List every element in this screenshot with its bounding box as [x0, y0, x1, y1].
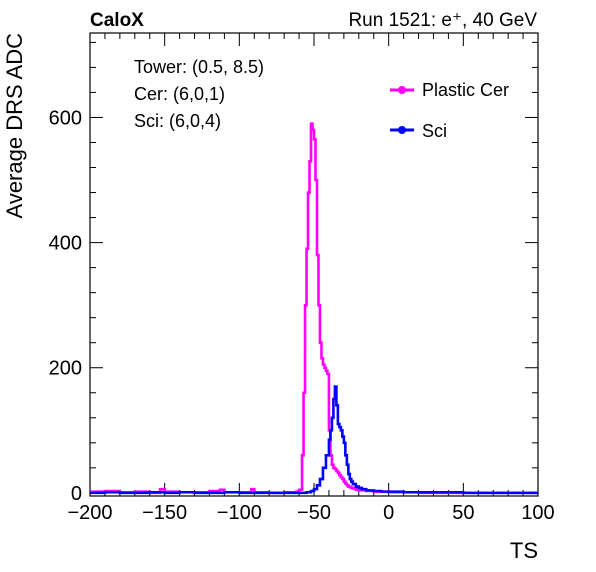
legend-entry-sci: Sci	[390, 121, 447, 141]
legend-marker-plastic-cer	[398, 86, 406, 94]
info-sci: Sci: (6,0,4)	[134, 111, 221, 131]
y-axis-title: Average DRS ADC	[2, 33, 27, 219]
axis-tick-labels: −200 −150 −100 −50 0 50 100 0 200 400 600	[49, 107, 555, 524]
x-tick-label: 0	[383, 502, 394, 524]
x-tick-label: −150	[142, 502, 187, 524]
series-line-plastic-cer	[90, 122, 538, 495]
x-tick-label: 100	[521, 502, 554, 524]
y-tick-label: 0	[71, 483, 82, 505]
series-layer	[90, 122, 538, 495]
legend: Plastic Cer Sci	[390, 80, 509, 141]
run-label: Run 1521: e⁺, 40 GeV	[348, 10, 537, 31]
x-tick-label: 50	[452, 502, 474, 524]
legend-entry-plastic-cer: Plastic Cer	[390, 80, 509, 100]
info-cer: Cer: (6,0,1)	[134, 84, 225, 104]
x-tick-label: −50	[297, 502, 331, 524]
experiment-label: CaloX	[90, 10, 144, 31]
info-tower: Tower: (0.5, 8.5)	[134, 57, 264, 77]
y-tick-label: 600	[49, 107, 82, 129]
y-tick-label: 200	[49, 358, 82, 380]
y-tick-label: 400	[49, 233, 82, 255]
legend-label-sci: Sci	[422, 121, 447, 141]
legend-label-plastic-cer: Plastic Cer	[422, 80, 509, 100]
x-tick-label: −100	[217, 502, 262, 524]
info-box	[120, 48, 390, 148]
legend-marker-sci	[398, 126, 406, 134]
x-axis-title: TS	[510, 538, 538, 563]
series-line-sci	[90, 385, 538, 495]
x-tick-label: −200	[67, 502, 112, 524]
